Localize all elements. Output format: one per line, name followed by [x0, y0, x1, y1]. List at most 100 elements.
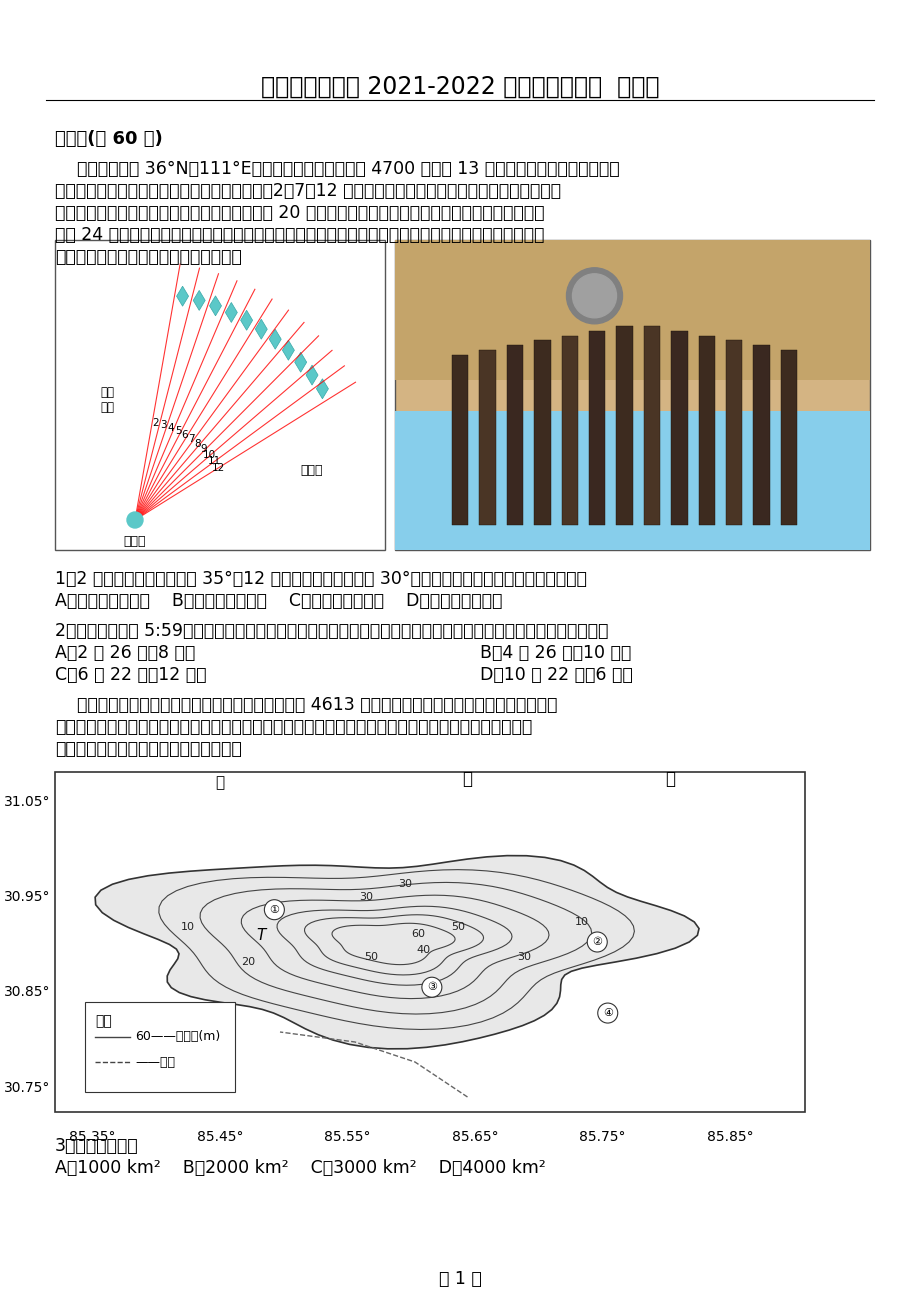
Text: 扎日南木错亦称塔热错，位于藏北高原南部，海拔 4613 米。湖区地处藏北，属咸水湖，湖水蔚蓝，: 扎日南木错亦称塔热错，位于藏北高原南部，海拔 4613 米。湖区地处藏北，属咸水… [55, 696, 557, 714]
Bar [643, 327, 660, 526]
Text: 5: 5 [175, 425, 181, 436]
Text: 60: 60 [412, 929, 425, 939]
Circle shape [597, 1003, 617, 1023]
Text: 10: 10 [573, 917, 588, 928]
Text: 据狭缝的对应日期，古人将一年分为长短不一的 20 个时节，据此安排生产、祭祀等活动。专家认为，后: 据狭缝的对应日期，古人将一年分为长短不一的 20 个时节，据此安排生产、祭祀等活… [55, 204, 544, 222]
Bar [534, 341, 550, 526]
Text: B．4 月 26 日，10 号缝: B．4 月 26 日，10 号缝 [480, 644, 630, 662]
Polygon shape [241, 310, 253, 330]
Text: 6: 6 [181, 429, 188, 440]
Circle shape [586, 932, 607, 952]
Circle shape [572, 273, 616, 317]
Text: 日南木错等深线分布图。完成下面小题。: 日南木错等深线分布图。完成下面小题。 [55, 740, 242, 758]
Text: 透明度好，但水生生物少，只在湖泊局部浅水区生长茂密的水草和藻类，引来成群的水禽觅食。下图为扎: 透明度好，但水生生物少，只在湖泊局部浅水区生长茂密的水草和藻类，引来成群的水禽觅… [55, 718, 532, 736]
Text: 2．某日北京时间 5:59，众多天文爱好者在陶寺古观象台观测日出景观。推测该日期与观测到日出奇观的狭缝分别是: 2．某日北京时间 5:59，众多天文爱好者在陶寺古观象台观测日出景观。推测该日期… [55, 622, 607, 640]
Text: 狭缝
编号: 狭缝 编号 [100, 386, 114, 414]
Polygon shape [294, 353, 306, 372]
Text: A．2 月 26 日，8 号缝: A．2 月 26 日，8 号缝 [55, 644, 195, 662]
Polygon shape [176, 286, 188, 306]
Text: 图例: 图例 [95, 1013, 111, 1028]
Text: 30.95°: 30.95° [4, 890, 50, 904]
Bar [698, 336, 714, 526]
Polygon shape [282, 341, 294, 360]
Text: 成都外国语学校 2021-2022 学年度高二地理  月考卷: 成都外国语学校 2021-2022 学年度高二地理 月考卷 [260, 75, 659, 99]
Text: ④: ④ [602, 1008, 612, 1019]
Text: T: T [256, 928, 266, 943]
Text: A．1000 km²    B．2000 km²    C．3000 km²    D．4000 km²: A．1000 km² B．2000 km² C．3000 km² D．4000 … [55, 1159, 545, 1177]
Bar [394, 239, 869, 380]
Text: 1．2 号缝的方位角是东偏南 35°，12 号缝的方位角是东偏北 30°。观象台的不对称布局，最可能是由于: 1．2 号缝的方位角是东偏南 35°，12 号缝的方位角是东偏北 30°。观象台… [55, 570, 586, 588]
Text: 30.85°: 30.85° [4, 985, 50, 999]
Circle shape [566, 268, 622, 324]
Text: 甲: 甲 [664, 770, 675, 788]
Bar [506, 345, 523, 526]
Text: 第 1 页: 第 1 页 [438, 1270, 481, 1288]
Text: 30.75°: 30.75° [4, 1081, 50, 1094]
Polygon shape [306, 366, 318, 385]
Text: 10: 10 [202, 450, 216, 461]
Bar [85, 1002, 234, 1092]
Bar [725, 341, 742, 526]
Text: 夯土柱: 夯土柱 [300, 463, 323, 476]
Text: 50: 50 [450, 922, 465, 932]
Text: 8: 8 [195, 438, 201, 449]
Text: 12: 12 [212, 463, 225, 472]
Text: 观测台: 观测台 [124, 535, 146, 548]
Text: 85.65°: 85.65° [451, 1131, 498, 1144]
Text: 85.75°: 85.75° [579, 1131, 625, 1144]
Bar [451, 355, 468, 526]
Text: 9: 9 [200, 444, 207, 454]
Text: 世的 24 节气，是在这种原始历法的基础上演变而来的。下左图示意陶寺观象台夯土柱分布，下右图为陶: 世的 24 节气，是在这种原始历法的基础上演变而来的。下左图示意陶寺观象台夯土柱… [55, 226, 544, 245]
Text: 85.35°: 85.35° [69, 1131, 116, 1144]
Text: ①: ① [269, 904, 279, 915]
Text: 30: 30 [358, 891, 373, 902]
Text: 40: 40 [416, 945, 431, 955]
Bar [616, 327, 632, 526]
Text: 3．湖泊面积约为: 3．湖泊面积约为 [55, 1137, 139, 1155]
Text: 4: 4 [167, 423, 174, 433]
Text: 85.85°: 85.85° [706, 1131, 753, 1144]
Polygon shape [95, 856, 698, 1049]
Bar [753, 345, 769, 526]
Bar [394, 411, 869, 550]
Circle shape [127, 513, 142, 528]
Text: 60——等深线(m): 60——等深线(m) [135, 1030, 220, 1043]
Text: 30: 30 [516, 952, 530, 961]
Circle shape [422, 977, 441, 998]
Polygon shape [210, 295, 221, 316]
Text: 2: 2 [152, 419, 159, 428]
Text: 寺观象台复原景观。据此完成下面小题。: 寺观象台复原景观。据此完成下面小题。 [55, 248, 242, 265]
Bar [55, 771, 804, 1112]
Polygon shape [193, 290, 205, 311]
Text: 单选题(共 60 分): 单选题(共 60 分) [55, 130, 163, 148]
Text: 山西临汾（约 36°N，111°E）陶寺观象台遗址距今约 4700 年，由 13 根夯土柱组成，通过夯土柱的: 山西临汾（约 36°N，111°E）陶寺观象台遗址距今约 4700 年，由 13… [55, 160, 619, 178]
Bar [561, 336, 577, 526]
Text: 10: 10 [180, 922, 195, 932]
Text: D．10 月 22 日，6 号缝: D．10 月 22 日，6 号缝 [480, 666, 632, 684]
Text: 20: 20 [241, 958, 255, 967]
Text: 狭缝可以观测塔尔山上的日出方位。研究发现，2、7、12 号狭缝与当时的二分二至的日出方位相吻合。根: 狭缝可以观测塔尔山上的日出方位。研究发现，2、7、12 号狭缝与当时的二分二至的… [55, 182, 561, 200]
Bar [780, 350, 797, 526]
Text: 内: 内 [215, 775, 224, 790]
Bar [55, 239, 384, 550]
Text: 31.05°: 31.05° [4, 795, 50, 809]
Text: 11: 11 [208, 457, 221, 466]
Text: C．6 月 22 日，12 号缝: C．6 月 22 日，12 号缝 [55, 666, 206, 684]
Text: 50: 50 [364, 952, 378, 961]
Text: 30: 30 [398, 879, 413, 889]
Polygon shape [225, 302, 237, 323]
Bar [479, 350, 495, 526]
Bar [394, 239, 869, 550]
Text: 3: 3 [160, 420, 166, 431]
Circle shape [264, 900, 284, 920]
Polygon shape [316, 379, 328, 399]
Text: 85.55°: 85.55° [323, 1131, 370, 1144]
Text: ②: ② [592, 937, 602, 947]
Polygon shape [255, 319, 267, 340]
Text: 85.45°: 85.45° [197, 1131, 243, 1144]
Text: 7: 7 [188, 435, 195, 444]
Text: A．黄赤交角的影响    B．昼夜长短的变化    C．地形起伏的影响    D．时节长短的差异: A．黄赤交角的影响 B．昼夜长短的变化 C．地形起伏的影响 D．时节长短的差异 [55, 592, 502, 610]
Text: ——河流: ——河流 [135, 1055, 175, 1068]
Text: ③: ③ [426, 982, 437, 993]
Bar [671, 330, 686, 526]
